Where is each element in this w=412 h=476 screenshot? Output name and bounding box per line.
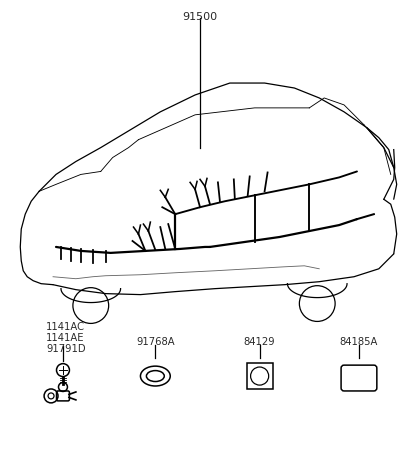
Text: 91791D: 91791D (46, 344, 86, 354)
Text: 84185A: 84185A (340, 337, 378, 347)
Text: 91768A: 91768A (136, 337, 175, 347)
Text: 91500: 91500 (183, 11, 218, 21)
Bar (247, 363, 273, 389)
Text: 84129: 84129 (244, 337, 276, 347)
Text: 1141AC: 1141AC (46, 322, 85, 332)
Text: 1141AE: 1141AE (46, 333, 84, 343)
